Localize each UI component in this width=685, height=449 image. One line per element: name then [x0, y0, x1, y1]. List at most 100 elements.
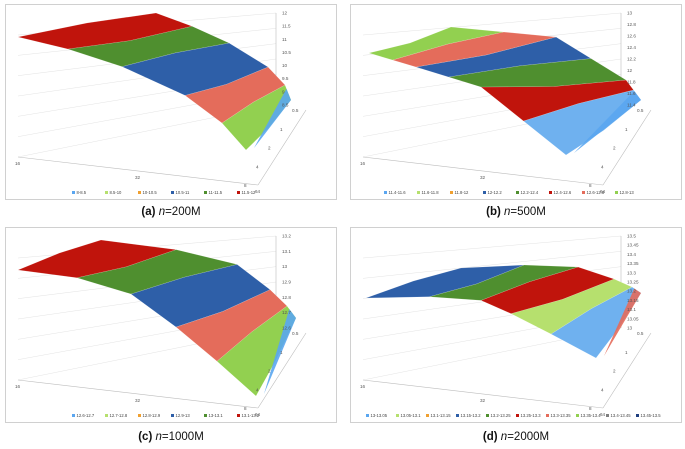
legend: 13-13.05 13.05-13.1 13.1-13.15 13.15-13.2 13…	[366, 413, 661, 418]
legend-label: 13.2-13.25	[491, 413, 512, 418]
legend-swatch	[636, 414, 639, 417]
legend-label: 12.8-13	[620, 190, 635, 195]
legend-label: 11.5-12	[242, 190, 257, 195]
caption-c-value: =1000M	[161, 431, 204, 443]
gridline	[362, 235, 622, 259]
y-tick-label: 2	[268, 369, 271, 374]
z-tick-label: 12	[282, 11, 288, 16]
y-tick-label: 0.5	[292, 108, 299, 113]
legend-swatch	[105, 191, 108, 194]
x-tick-label: 16	[360, 384, 366, 389]
x-axis-line	[362, 156, 604, 186]
y-tick-label: 1	[280, 350, 283, 355]
z-tick-label: 13.2	[282, 234, 291, 239]
x-tick-label: 16	[15, 161, 21, 166]
y-axis-line	[602, 332, 652, 409]
legend-label: 13.1-13.2	[242, 413, 260, 418]
legend-label: 12.8-12.9	[143, 413, 161, 418]
z-tick-label: 13.45	[627, 243, 639, 248]
y-tick-label: 8	[244, 406, 247, 411]
z-tick-label: 13	[282, 264, 288, 269]
z-tick-label: 12.8	[627, 22, 636, 27]
z-tick-label: 12.8	[282, 295, 291, 300]
x-axis-line	[362, 379, 604, 409]
legend-swatch	[72, 414, 75, 417]
x-tick-label: 32	[480, 175, 486, 180]
legend-swatch	[615, 191, 618, 194]
surface-band-12.6-12.8	[368, 26, 504, 61]
legend-swatch	[450, 191, 453, 194]
legend-swatch	[456, 414, 459, 417]
chart-panel-c: 13.2 13.1 13 12.9 12.8 12.7 12.6 16 32 64 0.5 1 2 4 8 1…	[5, 227, 337, 423]
legend-swatch	[546, 414, 549, 417]
y-tick-label: 0.5	[637, 108, 644, 113]
x-tick-label: 32	[135, 398, 141, 403]
legend-swatch	[576, 414, 579, 417]
caption-a: (a) n=200M	[5, 206, 337, 218]
z-tick-label: 9	[282, 89, 285, 94]
x-tick-label: 64	[600, 189, 606, 194]
legend-label: 10-10.5	[143, 190, 158, 195]
z-tick-label: 12.6	[627, 34, 636, 39]
y-axis-line	[257, 332, 307, 409]
legend-label: 12.2-12.4	[521, 190, 539, 195]
caption-c: (c) n=1000M	[5, 431, 337, 443]
legend-label: 13.4-13.45	[611, 413, 632, 418]
y-tick-label: 8	[589, 183, 592, 188]
x-axis-line	[17, 156, 259, 186]
caption-a-value: =200M	[165, 206, 201, 218]
z-tick-label: 13.3	[627, 270, 636, 275]
z-tick-label: 11.4	[627, 103, 636, 108]
chart-panel-b: 13 12.8 12.6 12.4 12.2 12 11.8 11.6 11.4 16 32 64 0.…	[350, 4, 682, 200]
legend-swatch	[105, 414, 108, 417]
legend-label: 13.25-13.3	[521, 413, 542, 418]
legend-label: 11.4-11.6	[389, 190, 407, 195]
caption-d-n: n	[500, 431, 508, 443]
caption-a-n: n	[158, 206, 166, 218]
legend-label: 8.5-10	[110, 190, 123, 195]
legend-label: 13.45-13.5	[641, 413, 662, 418]
legend-label: 13-13.05	[371, 413, 388, 418]
legend-swatch	[171, 414, 174, 417]
x-tick-label: 64	[255, 189, 261, 194]
legend-label: 13-13.1	[209, 413, 224, 418]
caption-c-letter: (c)	[138, 431, 153, 443]
legend-swatch	[138, 414, 141, 417]
z-tick-label: 11.5	[282, 24, 291, 29]
legend-swatch	[426, 414, 429, 417]
z-tick-label: 12.6	[282, 326, 291, 331]
z-tick-label: 10.5	[282, 50, 291, 55]
caption-b-n: n	[504, 206, 511, 218]
z-tick-label: 13	[627, 326, 633, 331]
legend-label: 12.9-13	[176, 413, 191, 418]
legend-label: 11.8-12	[455, 190, 470, 195]
legend-label: 13.15-13.2	[461, 413, 482, 418]
legend-label: 13.1-13.15	[431, 413, 452, 418]
legend-swatch	[516, 414, 519, 417]
caption-b-letter: (b)	[486, 206, 501, 218]
x-tick-label: 64	[255, 412, 261, 417]
x-axis-line	[17, 379, 259, 409]
chart-svg-c: 13.2 13.1 13 12.9 12.8 12.7 12.6 16 32 64 0.5 1 2 4 8 1…	[15, 234, 307, 418]
surface-accent-strip	[264, 309, 296, 394]
y-tick-label: 8	[589, 406, 592, 411]
legend-swatch	[138, 191, 141, 194]
legend-swatch	[483, 191, 486, 194]
z-tick-label: 13.25	[627, 280, 639, 285]
legend-label: 13.05-13.1	[401, 413, 422, 418]
y-tick-label: 2	[613, 146, 616, 151]
z-tick-label: 12.7	[282, 310, 291, 315]
z-tick-label: 8.5	[282, 103, 289, 108]
legend-swatch	[606, 414, 609, 417]
legend-swatch	[237, 414, 240, 417]
z-tick-label: 13.1	[627, 307, 636, 312]
z-tick-label: 13.05	[627, 316, 639, 321]
legend: 8-8.5 8.5-10 10-10.5 10.5-11 11-11.5 11.5-12	[72, 190, 256, 195]
legend-label: 12.6-12.8	[587, 190, 605, 195]
caption-b: (b) n=500M	[350, 206, 682, 218]
legend-swatch	[549, 191, 552, 194]
legend-label: 12.6-12.7	[77, 413, 95, 418]
z-tick-label: 12.4	[627, 45, 636, 50]
legend: 12.6-12.7 12.7-12.8 12.8-12.9 12.9-13 13-13.…	[72, 413, 260, 418]
legend-label: 12-12.2	[488, 190, 503, 195]
